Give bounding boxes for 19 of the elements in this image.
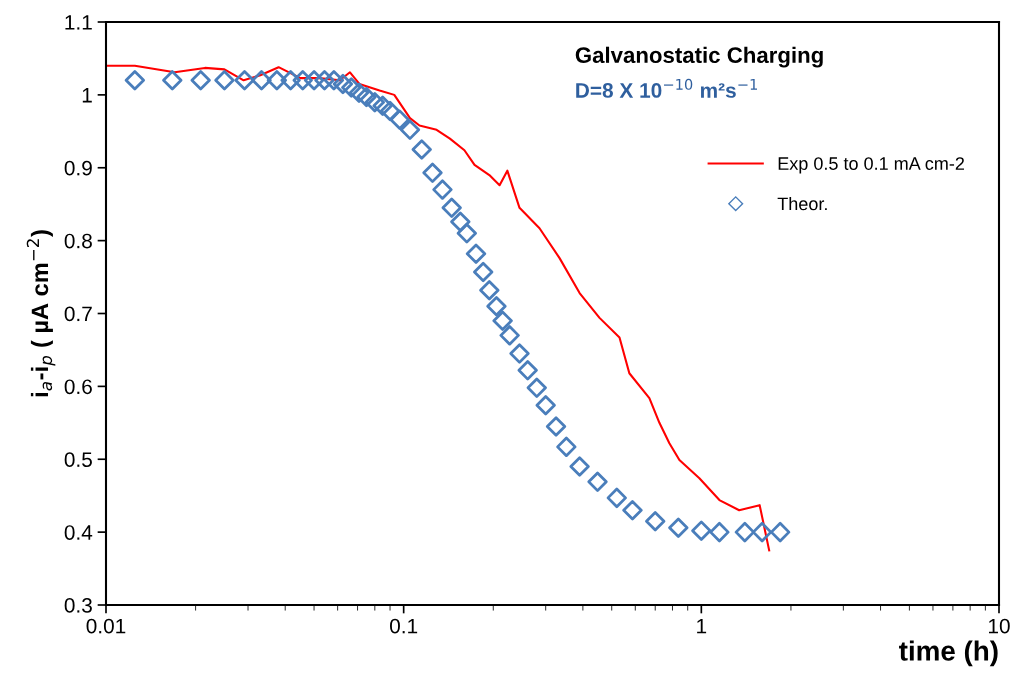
x-tick-label: 0.01 bbox=[86, 618, 126, 634]
y-tick-label: 1 bbox=[82, 88, 92, 103]
x-tick-label: 0.1 bbox=[390, 618, 418, 634]
y-tick-label: 1.1 bbox=[65, 15, 92, 30]
x-axis-title: time (h) bbox=[899, 640, 998, 667]
y-tick-label: 0.8 bbox=[64, 233, 92, 249]
annotation: Galvanostatic Charging bbox=[575, 46, 823, 68]
y-tick-label: 0.9 bbox=[64, 160, 92, 176]
y-tick-label: 0.6 bbox=[64, 379, 92, 395]
y-tick-label: 0.3 bbox=[64, 598, 92, 613]
y-tick-label: 0.7 bbox=[64, 306, 92, 322]
x-tick-label: 1 bbox=[697, 618, 707, 634]
y-axis-title: i$_{a}$-i$_{p}$ ( µA cm$^{−2}$) bbox=[26, 230, 56, 397]
y-tick-label: 0.5 bbox=[64, 452, 92, 467]
legend-label: Theor. bbox=[777, 196, 827, 211]
legend-label: Exp 0.5 to 0.1 mA cm-2 bbox=[778, 157, 964, 174]
x-tick-label: 10 bbox=[989, 618, 1010, 634]
y-tick-label: 0.4 bbox=[64, 525, 93, 540]
annotation: D=8 X 10$^{−10}$ m²s$^{−1}$ bbox=[576, 78, 757, 98]
